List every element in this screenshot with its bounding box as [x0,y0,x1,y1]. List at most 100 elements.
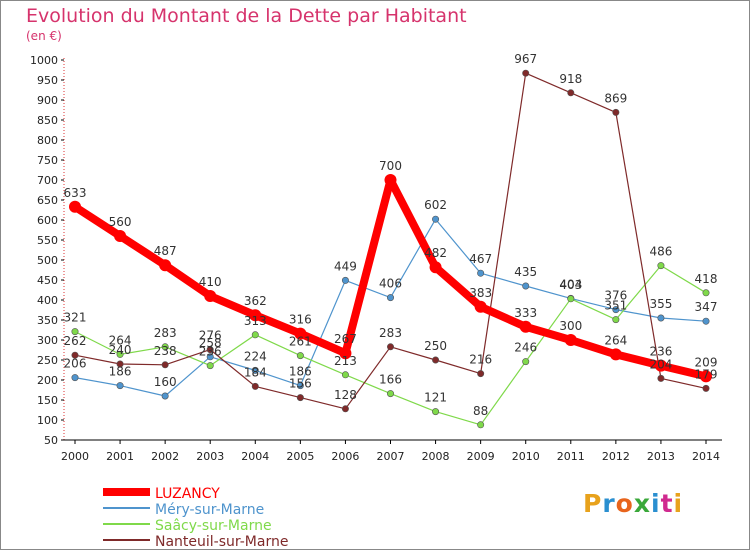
data-point [69,200,81,213]
data-label: 918 [559,72,582,86]
x-tick-label: 2005 [286,450,314,463]
data-label: 333 [514,306,537,320]
x-tick-label: 2009 [467,450,495,463]
y-tick-label: 250 [37,354,58,367]
data-point [206,362,214,370]
x-tick-label: 2002 [151,450,179,463]
y-tick-label: 750 [37,154,58,167]
data-label: 404 [559,277,582,291]
data-point [567,295,575,303]
chart-subtitle: (en €) [26,29,62,43]
y-tick-label: 400 [37,294,58,307]
data-label: 283 [154,326,177,340]
data-label: 204 [649,357,672,371]
data-point [564,334,577,346]
axes: 50 100 150 200 250 300 350 400 450 500 550 600 650 70… [30,54,722,463]
data-label: 316 [289,313,312,327]
y-tick-label: 850 [37,114,58,127]
data-label: 264 [604,333,627,347]
data-label: 869 [604,91,627,105]
data-point [386,294,394,302]
data-label: 213 [334,354,357,368]
x-tick-label: 2011 [557,450,585,463]
data-point [341,276,349,284]
y-tick-label: 950 [37,74,58,87]
y-tick-label: 300 [37,334,58,347]
x-tick-label: 2014 [692,450,720,463]
data-point [116,350,124,358]
data-point [432,215,440,223]
x-tick-label: 2008 [422,450,450,463]
data-label: 261 [289,335,312,349]
data-label: 633 [64,186,87,200]
data-point [386,390,394,398]
data-point [296,394,304,402]
data-label: 449 [334,259,357,273]
x-tick-label: 2007 [377,450,405,463]
logo-letter: i [651,489,661,518]
data-point [654,359,667,372]
data-label: 216 [469,353,492,367]
data-point [522,358,530,366]
data-point [702,289,710,297]
data-label: 300 [559,319,582,333]
x-tick-label: 2000 [61,450,89,463]
data-label: 383 [469,286,492,300]
data-point [161,361,169,369]
data-point [432,408,440,416]
data-point [161,343,169,351]
data-point [114,230,127,242]
data-label: 250 [424,339,447,353]
data-point [204,290,217,302]
data-label: 487 [154,244,177,258]
data-label: 186 [289,365,312,379]
data-point [161,392,169,400]
data-point [519,320,532,333]
y-tick-label: 550 [37,234,58,247]
y-tick-label: 900 [37,94,58,107]
data-label: 560 [109,215,132,229]
data-point [477,269,485,277]
data-point [296,382,304,390]
data-point [567,89,575,97]
legend: LUZANCYMéry-sur-MarneSaâcy-sur-MarneNant… [103,486,288,550]
data-label: 376 [604,289,627,303]
data-label: 602 [424,198,447,212]
y-tick-label: 200 [37,374,58,387]
data-label: 435 [514,265,537,279]
data-point [341,405,349,413]
data-point [477,370,485,378]
data-point [71,374,79,382]
data-label: 236 [199,345,222,359]
data-label: 276 [199,329,222,343]
data-point [429,261,442,274]
data-point [612,316,620,324]
data-point [657,314,665,322]
y-tick-label: 350 [37,314,58,327]
data-label: 486 [649,245,672,259]
data-label: 262 [64,334,87,348]
data-label: 264 [109,333,132,347]
logo-letter: r [602,489,616,518]
data-point [159,259,172,272]
data-point [206,353,214,361]
logo-letter: o [615,489,634,518]
data-label: 362 [244,294,267,308]
x-tick-label: 2004 [241,450,269,463]
data-label: 313 [244,314,267,328]
y-tick-label: 100 [37,414,58,427]
data-label: 238 [154,344,177,358]
data-label: 467 [469,252,492,266]
legend-label: Nanteuil-sur-Marne [155,534,288,550]
data-label: 351 [604,299,627,313]
data-point [522,282,530,290]
y-tick-label: 700 [37,174,58,187]
data-label: 283 [379,326,402,340]
data-label: 179 [695,367,718,381]
series-layer [69,69,712,429]
data-point [206,346,214,354]
data-label: 128 [334,388,357,402]
data-label: 246 [514,341,537,355]
